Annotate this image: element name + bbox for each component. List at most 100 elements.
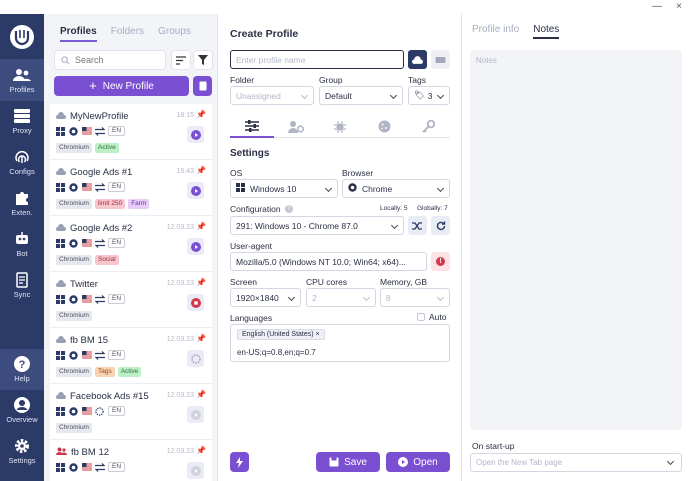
open-button[interactable]: Open bbox=[386, 452, 450, 472]
tab-hardware[interactable] bbox=[318, 116, 362, 138]
idle-icon bbox=[190, 409, 201, 420]
shuffle-config-button[interactable] bbox=[408, 216, 427, 235]
stop-icon bbox=[190, 297, 201, 308]
profile-name-input[interactable]: Enter profile name bbox=[230, 50, 404, 69]
os-value: Windows 10 bbox=[250, 183, 297, 194]
language-badge: EN bbox=[108, 294, 126, 304]
memory-select[interactable]: 8 bbox=[380, 288, 450, 307]
pin-icon[interactable]: 📌 bbox=[196, 334, 206, 343]
run-profile-button[interactable] bbox=[187, 238, 204, 255]
list-item[interactable]: Twitter 12.03.23 📌 EN Chromium bbox=[50, 272, 212, 328]
settings-title: Settings bbox=[230, 148, 270, 159]
nav-bot[interactable]: Bot bbox=[0, 224, 44, 265]
tab-security[interactable] bbox=[406, 116, 450, 138]
nav-settings[interactable]: Settings bbox=[0, 431, 44, 472]
windows-icon bbox=[56, 462, 66, 472]
startup-value: Open the New Tab page bbox=[476, 458, 563, 467]
screen-select[interactable]: 1920×1840 bbox=[230, 288, 301, 307]
search-input[interactable] bbox=[75, 55, 155, 65]
pin-icon[interactable]: 📌 bbox=[196, 222, 206, 231]
chrome-icon bbox=[348, 183, 357, 194]
swap-icon bbox=[94, 350, 106, 360]
page-title: Create Profile bbox=[230, 28, 299, 40]
details-panel: Profile info Notes Notes On start-up Ope… bbox=[462, 14, 690, 481]
filter-button[interactable] bbox=[193, 50, 213, 70]
tab-user-settings[interactable] bbox=[274, 116, 318, 138]
group-select[interactable]: Default bbox=[319, 86, 403, 105]
nav-proxy[interactable]: Proxy bbox=[0, 101, 44, 142]
tab-general[interactable] bbox=[230, 116, 274, 138]
status-badge: Chromium bbox=[56, 367, 92, 377]
list-item[interactable]: Google Ads #1 15:43 📌 EN Chromium limit 25… bbox=[50, 160, 212, 216]
tab-profiles[interactable]: Profiles bbox=[60, 26, 97, 42]
svg-text:?: ? bbox=[19, 359, 26, 371]
list-item[interactable]: fb BM 15 12.03.23 📌 EN Chromium Tags Active bbox=[50, 328, 212, 384]
nav-label: Overview bbox=[6, 415, 38, 424]
tab-groups[interactable]: Groups bbox=[158, 26, 191, 37]
list-item[interactable]: Facebook Ads #15 12.03.23 📌 EN Chromium bbox=[50, 384, 212, 440]
minimize-button[interactable]: — bbox=[652, 1, 663, 12]
play-icon bbox=[190, 185, 201, 196]
save-button[interactable]: Save bbox=[316, 452, 380, 472]
cloud-storage-button[interactable] bbox=[408, 50, 427, 69]
list-item[interactable]: fb BM 12 12.03.23 📌 EN bbox=[50, 440, 212, 481]
sort-button[interactable] bbox=[171, 50, 191, 70]
tags-select[interactable]: 🏷 3 bbox=[408, 86, 450, 105]
nav-help[interactable]: ? Help bbox=[0, 349, 44, 390]
quick-profile-button[interactable] bbox=[193, 76, 212, 96]
windows-icon bbox=[56, 294, 66, 304]
run-profile-button[interactable] bbox=[187, 350, 204, 367]
nav-overview[interactable]: Overview bbox=[0, 390, 44, 431]
tab-folders[interactable]: Folders bbox=[110, 26, 145, 37]
ua-warning-button[interactable]: ! bbox=[431, 252, 450, 271]
languages-box[interactable]: English (United States) × en-US;q=0.8,en… bbox=[230, 324, 450, 362]
tab-profile-info[interactable]: Profile info bbox=[472, 24, 520, 35]
refresh-icon bbox=[436, 221, 445, 230]
info-icon[interactable]: ? bbox=[284, 205, 293, 213]
list-item[interactable]: Google Ads #2 12.03.23 📌 EN Chromium Socia… bbox=[50, 216, 212, 272]
nav-sync[interactable]: Sync bbox=[0, 265, 44, 306]
auto-checkbox[interactable] bbox=[417, 313, 425, 321]
browser-select[interactable]: Chrome bbox=[342, 179, 450, 198]
pin-icon[interactable]: 📌 bbox=[196, 446, 206, 455]
idle-icon bbox=[190, 465, 201, 476]
pin-icon[interactable]: 📌 bbox=[196, 110, 206, 119]
profile-tags: Chromium Social bbox=[56, 255, 119, 265]
quick-action-button[interactable] bbox=[230, 452, 249, 472]
memory-label: Memory, GB bbox=[380, 277, 428, 287]
run-profile-button[interactable] bbox=[187, 406, 204, 423]
run-profile-button[interactable] bbox=[187, 182, 204, 199]
notes-textarea[interactable]: Notes bbox=[470, 50, 682, 430]
run-profile-button[interactable] bbox=[187, 126, 204, 143]
os-select[interactable]: Windows 10 bbox=[230, 179, 338, 198]
config-locally: Locally: 5 bbox=[380, 205, 408, 212]
cpu-select[interactable]: 2 bbox=[306, 288, 376, 307]
tab-notes[interactable]: Notes bbox=[533, 24, 560, 39]
tab-cookies[interactable] bbox=[362, 116, 406, 138]
auto-label: Auto bbox=[429, 312, 447, 322]
profile-name: Google Ads #1 bbox=[70, 167, 133, 178]
pin-icon[interactable]: 📌 bbox=[196, 166, 206, 175]
run-profile-button[interactable] bbox=[187, 294, 204, 311]
list-item[interactable]: MyNewProfile 18:15 📌 EN Chromium Active bbox=[50, 104, 212, 160]
pin-icon[interactable]: 📌 bbox=[196, 390, 206, 399]
close-button[interactable]: × bbox=[676, 1, 682, 12]
nav-extensions[interactable]: Exten. bbox=[0, 183, 44, 224]
run-profile-button[interactable] bbox=[187, 462, 204, 479]
folder-select[interactable]: Unassigned bbox=[230, 86, 314, 105]
nav-profiles[interactable]: Profiles bbox=[0, 60, 44, 101]
startup-select[interactable]: Open the New Tab page bbox=[470, 453, 682, 472]
status-badge: Chromium bbox=[56, 311, 92, 321]
new-profile-button[interactable]: + New Profile bbox=[54, 76, 189, 96]
remove-chip-icon[interactable]: × bbox=[315, 331, 320, 338]
browser-value: Chrome bbox=[362, 183, 393, 194]
nav-configs[interactable]: Configs bbox=[0, 142, 44, 183]
config-select[interactable]: 291: Windows 10 - Chrome 87.0 bbox=[230, 216, 404, 235]
pin-icon[interactable]: 📌 bbox=[196, 278, 206, 287]
profile-date: 12.03.23 bbox=[166, 336, 194, 343]
auto-toggle[interactable]: Auto bbox=[417, 312, 447, 322]
profile-date: 15:43 bbox=[176, 168, 194, 175]
refresh-config-button[interactable] bbox=[431, 216, 450, 235]
local-storage-button[interactable] bbox=[431, 50, 450, 69]
user-agent-input[interactable]: Mozilla/5.0 (Windows NT 10.0; Win64; x64… bbox=[230, 252, 427, 271]
